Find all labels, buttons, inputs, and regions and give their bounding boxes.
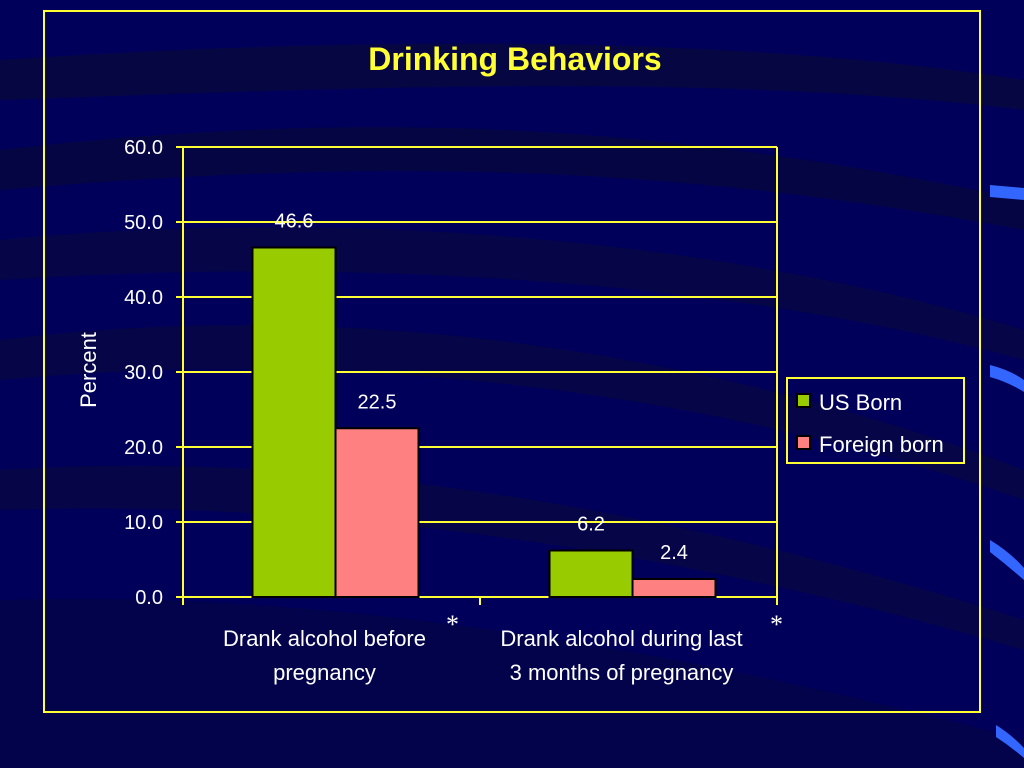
category-label-line: 3 months of pregnancy xyxy=(510,660,734,685)
bar xyxy=(334,427,420,598)
data-label: 6.2 xyxy=(577,514,605,536)
chart-title: Drinking Behaviors xyxy=(368,41,661,77)
y-tick-label: 10.0 xyxy=(124,512,163,534)
bar xyxy=(631,578,717,598)
category-label: Drank alcohol during last 3 months of pre… xyxy=(500,626,742,685)
legend-label: US Born xyxy=(819,390,902,415)
legend-swatch xyxy=(796,393,811,408)
y-tick-label: 60.0 xyxy=(124,137,163,159)
category-label: Drank alcohol before pregnancy xyxy=(223,626,426,685)
significance-marker: * xyxy=(446,610,459,639)
category-label-line: Drank alcohol before xyxy=(223,626,426,651)
y-axis-label: Percent xyxy=(76,332,101,408)
legend-label: Foreign born xyxy=(819,432,944,457)
y-tick-label: 30.0 xyxy=(124,362,163,384)
data-label: 46.6 xyxy=(275,211,314,233)
y-tick-label: 40.0 xyxy=(124,287,163,309)
y-tick-label: 20.0 xyxy=(124,437,163,459)
legend-box xyxy=(786,377,965,464)
bar xyxy=(548,549,634,598)
category-labels: Drank alcohol before pregnancy * Drank alco… xyxy=(223,610,783,685)
y-tick-label: 50.0 xyxy=(124,212,163,234)
significance-marker: * xyxy=(770,610,783,639)
data-label: 22.5 xyxy=(358,391,397,413)
legend: US Born Foreign born xyxy=(786,377,965,464)
category-label-line: Drank alcohol during last xyxy=(500,626,742,651)
data-label: 2.4 xyxy=(660,542,688,564)
category-label-line: pregnancy xyxy=(273,660,376,685)
chart-frame xyxy=(43,10,981,713)
y-tick-label: 0.0 xyxy=(135,587,163,609)
data-labels: 46.6 22.5 6.2 2.4 xyxy=(275,211,688,565)
bar xyxy=(251,246,337,598)
bars xyxy=(251,246,717,598)
legend-swatch xyxy=(796,435,811,450)
y-tick-labels: 0.0 10.0 20.0 30.0 40.0 50.0 60.0 xyxy=(124,137,163,609)
